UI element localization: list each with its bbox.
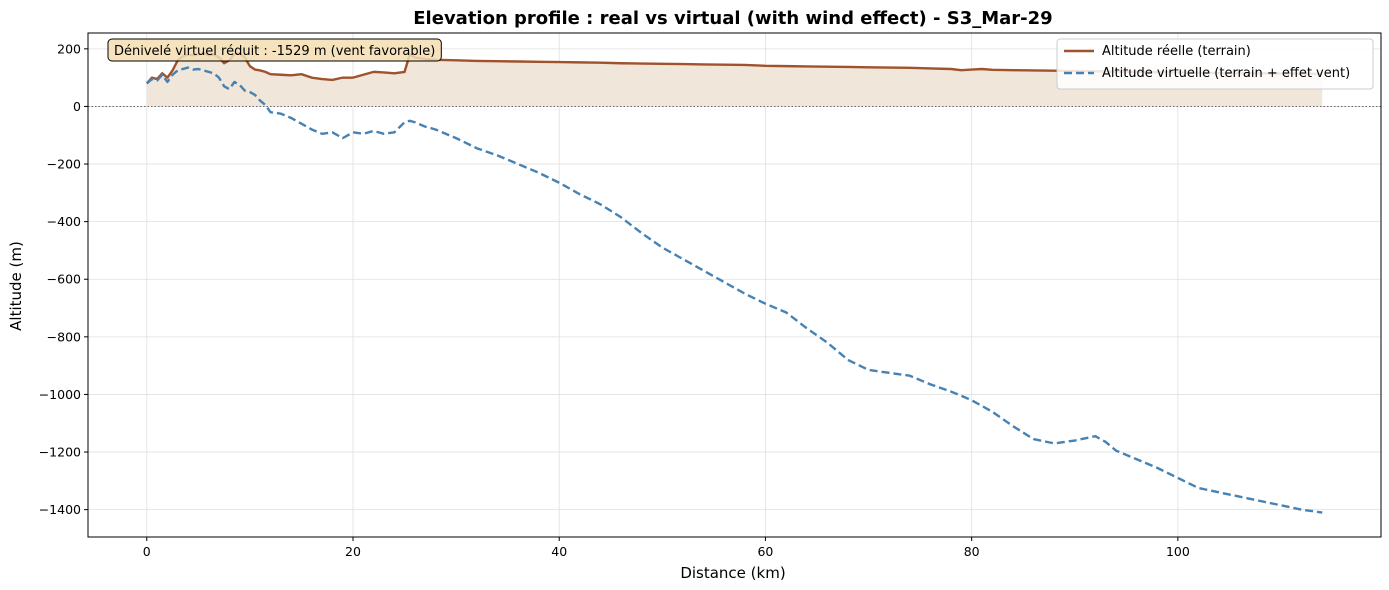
annotation-text: Dénivelé virtuel réduit : -1529 m (vent … (114, 44, 435, 59)
y-tick-label: −400 (47, 214, 81, 229)
annotation-box (107, 38, 442, 62)
y-tick-label: −200 (47, 157, 81, 172)
y-tick-label: −600 (47, 272, 81, 287)
y-tick-label: −800 (47, 329, 81, 344)
series-area-fill-0 (146, 53, 1323, 107)
legend-box (1056, 38, 1374, 90)
x-tick-label: 20 (345, 544, 361, 559)
x-axis-label: Distance (km) (680, 564, 785, 582)
x-tick-label: 40 (551, 544, 567, 559)
plot-frame (87, 32, 1382, 538)
y-axis-label: Altitude (m) (7, 241, 25, 331)
y-tick-label: −1400 (39, 502, 81, 517)
x-tick-label: 100 (1166, 544, 1190, 559)
x-tick-label: 60 (757, 544, 773, 559)
y-tick-label: −1200 (39, 445, 81, 460)
annotation: Dénivelé virtuel réduit : -1529 m (vent … (107, 38, 442, 62)
chart-title: Elevation profile : real vs virtual (wit… (413, 8, 1052, 29)
fill-layer (146, 53, 1323, 107)
y-tick-label: −1000 (39, 387, 81, 402)
y-tick-label: 200 (57, 41, 81, 56)
x-tick-label: 80 (964, 544, 980, 559)
tick-layer: 0 20 40 60 80 100 200 0 −200 −400 −600 −800 −1000 −12… (39, 41, 1190, 559)
series-line-virtual (145, 66, 1323, 514)
legend: Altitude réelle (terrain) Altitude virtu… (1056, 38, 1374, 90)
legend-label-real: Altitude réelle (terrain) (1102, 44, 1251, 59)
x-tick-label: 0 (143, 544, 151, 559)
y-tick-label: 0 (73, 99, 81, 114)
legend-label-virtual: Altitude virtuelle (terrain + effet vent… (1102, 66, 1350, 81)
